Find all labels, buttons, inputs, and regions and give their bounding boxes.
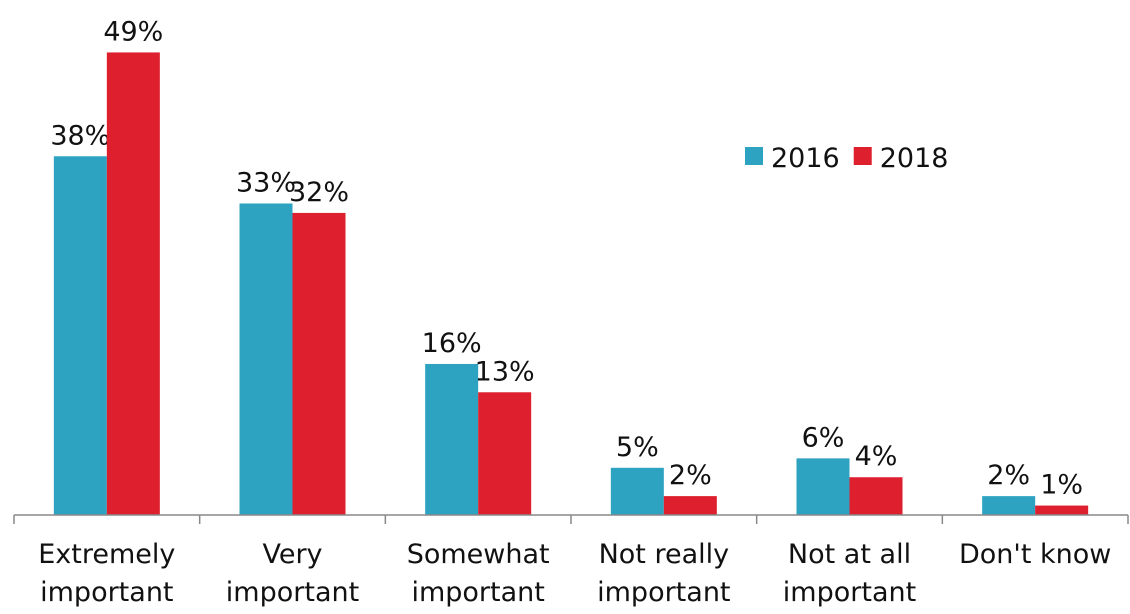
x-tick-label: important xyxy=(783,577,916,608)
bar xyxy=(106,52,160,515)
bar xyxy=(478,392,532,515)
legend-swatch xyxy=(745,147,763,165)
bar xyxy=(610,467,664,515)
legend-swatch xyxy=(853,147,872,165)
data-label: 2% xyxy=(669,460,712,491)
x-tick-label: important xyxy=(597,577,730,608)
legend-label: 2016 xyxy=(771,143,840,174)
x-tick-label: Not really xyxy=(599,539,730,570)
bar xyxy=(292,212,346,516)
legend-label: 2018 xyxy=(880,143,949,174)
data-label: 32% xyxy=(289,177,349,208)
bar xyxy=(849,477,903,515)
bar xyxy=(982,496,1036,515)
data-label: 4% xyxy=(855,441,898,472)
bar xyxy=(53,156,107,515)
x-tick-label: Don't know xyxy=(959,539,1111,570)
bar xyxy=(1035,505,1089,515)
bar xyxy=(796,458,850,515)
x-tick-label: Not at all xyxy=(788,539,911,570)
data-label: 16% xyxy=(422,328,482,359)
bar xyxy=(425,363,479,515)
data-label: 38% xyxy=(50,120,110,151)
x-tick-label: important xyxy=(226,577,359,608)
data-label: 49% xyxy=(103,16,163,47)
data-label: 13% xyxy=(475,356,535,387)
data-label: 2% xyxy=(987,460,1030,491)
x-tick-label: important xyxy=(40,577,173,608)
data-label: 6% xyxy=(802,422,845,453)
x-tick-label: Very xyxy=(262,539,322,570)
bar xyxy=(663,496,717,515)
x-tick-label: important xyxy=(411,577,544,608)
bar xyxy=(239,203,293,516)
x-tick-label: Somewhat xyxy=(407,539,550,570)
data-label: 1% xyxy=(1040,470,1083,501)
data-label: 5% xyxy=(616,432,659,463)
x-tick-label: Extremely xyxy=(38,539,175,570)
data-label: 33% xyxy=(236,167,296,198)
